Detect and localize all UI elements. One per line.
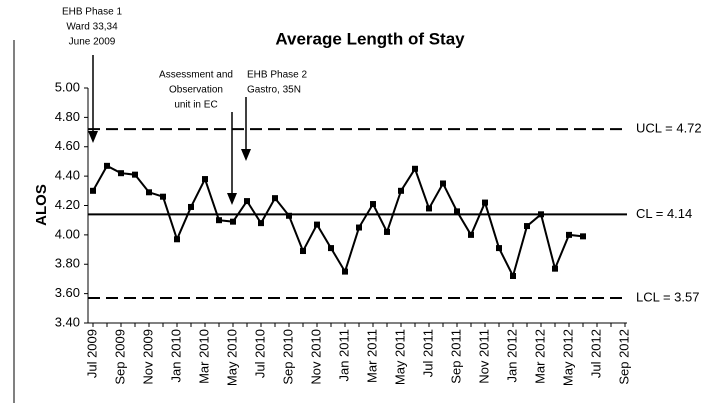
annotation-text: Assessment and	[159, 70, 233, 81]
data-point	[342, 268, 348, 275]
annotation-arrowhead	[241, 149, 251, 161]
data-point	[580, 233, 586, 240]
data-point	[440, 180, 446, 187]
data-point	[202, 176, 208, 183]
x-tick-label: Mar 2012	[532, 329, 547, 384]
data-point	[468, 231, 474, 238]
x-tick-label: Sep 2010	[280, 329, 295, 385]
annotation-text: unit in EC	[174, 100, 217, 111]
x-tick-label: May 2011	[392, 329, 407, 385]
control-limit-label: CL = 4.14	[636, 206, 692, 221]
x-tick-label: Nov 2010	[308, 329, 323, 385]
x-tick-label: Nov 2009	[140, 329, 155, 385]
x-tick-label: Jul 2010	[252, 329, 267, 378]
data-point	[356, 224, 362, 231]
chart-title: Average Length of Stay	[275, 29, 465, 48]
x-tick-label: Mar 2011	[364, 329, 379, 383]
data-point	[118, 170, 124, 177]
data-point	[496, 245, 502, 252]
y-tick-label: 4.00	[55, 226, 80, 241]
data-point	[90, 187, 96, 194]
data-point	[286, 212, 292, 219]
x-tick-label: Sep 2012	[616, 329, 631, 385]
data-point	[524, 223, 530, 230]
data-point	[566, 231, 572, 238]
x-tick-label: Mar 2010	[196, 329, 211, 384]
y-tick-label: 3.80	[55, 256, 80, 271]
y-tick-label: 4.40	[55, 168, 80, 183]
data-point	[412, 165, 418, 172]
data-point	[132, 171, 138, 178]
data-point	[454, 208, 460, 215]
x-tick-label: Nov 2011	[476, 329, 491, 384]
y-tick-label: 4.60	[55, 138, 80, 153]
control-limit-label: LCL = 3.57	[636, 289, 699, 304]
data-point	[328, 245, 334, 252]
y-axis-label: ALOS	[33, 184, 50, 226]
x-tick-label: Jan 2012	[504, 329, 519, 383]
x-tick-label: Jul 2009	[84, 329, 99, 378]
data-point	[216, 217, 222, 224]
data-point	[272, 195, 278, 202]
data-point	[538, 211, 544, 218]
data-point	[258, 220, 264, 227]
annotation-text: EHB Phase 1	[62, 7, 122, 18]
data-point	[160, 193, 166, 200]
x-tick-label: May 2012	[560, 329, 575, 386]
x-tick-label: Jul 2011	[420, 329, 435, 377]
data-point	[314, 221, 320, 228]
annotation-arrowhead	[88, 131, 98, 143]
x-tick-label: Jan 2010	[168, 329, 183, 383]
annotation-text: Observation	[169, 85, 223, 96]
data-point	[104, 162, 110, 169]
data-point	[426, 205, 432, 212]
y-tick-label: 4.20	[55, 197, 80, 212]
data-point	[482, 199, 488, 206]
data-point	[174, 236, 180, 243]
data-point	[370, 201, 376, 208]
annotation-text: June 2009	[69, 37, 116, 48]
x-tick-label: Sep 2011	[448, 329, 463, 384]
annotation-text: EHB Phase 2	[247, 70, 307, 81]
data-point	[188, 203, 194, 210]
y-tick-label: 3.40	[55, 314, 80, 329]
data-point	[146, 189, 152, 196]
data-line	[92, 164, 584, 279]
y-tick-label: 4.80	[55, 109, 80, 124]
annotation-arrowhead	[227, 193, 237, 205]
x-tick-label: Jan 2011	[336, 329, 351, 382]
x-tick-label: Sep 2009	[112, 329, 127, 385]
annotation-text: Gastro, 35N	[247, 85, 301, 96]
y-tick-label: 3.60	[55, 285, 80, 300]
control-limit-label: UCL = 4.72	[636, 121, 702, 136]
data-point	[300, 248, 306, 255]
y-tick-label: 5.00	[55, 79, 80, 94]
data-point	[510, 273, 516, 279]
data-point	[552, 265, 558, 272]
x-tick-label: Jul 2012	[588, 329, 603, 378]
annotation-text: Ward 33,34	[66, 22, 118, 33]
data-point	[384, 228, 390, 235]
data-point	[398, 187, 404, 194]
x-tick-label: May 2010	[224, 329, 239, 386]
data-point	[230, 218, 236, 225]
data-point	[244, 198, 250, 205]
